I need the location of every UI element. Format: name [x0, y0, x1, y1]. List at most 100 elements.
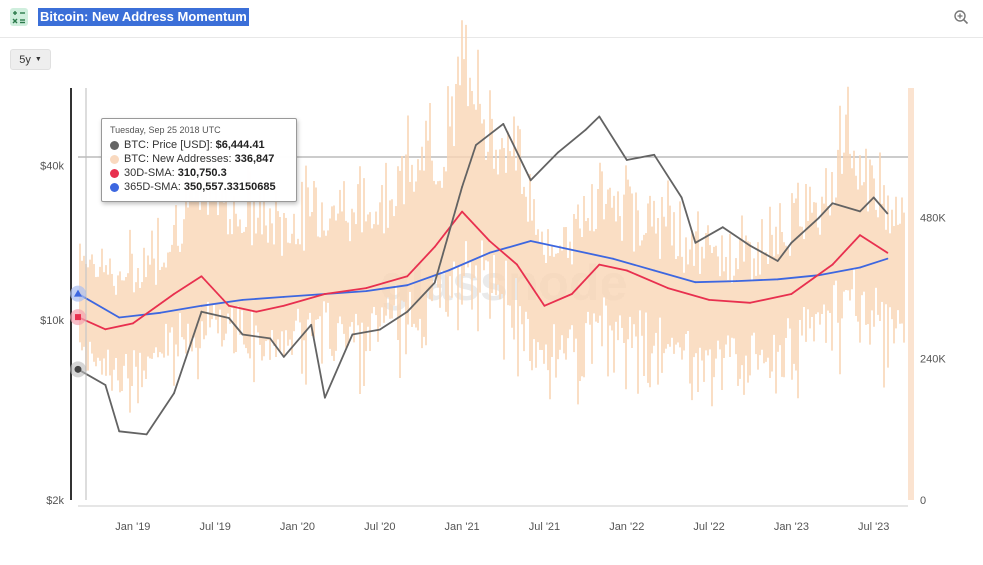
- x-tick-label: Jul '19: [199, 521, 230, 533]
- y-left-tick-label: $40k: [40, 160, 64, 172]
- price-line-point: [817, 217, 820, 219]
- x-tick-label: Jul '22: [693, 521, 724, 533]
- sma30-line-point: [571, 293, 573, 295]
- sma365-line-point: [241, 299, 244, 301]
- chart-header: Bitcoin: New Address Momentum: [0, 0, 983, 38]
- price-line-point: [886, 212, 889, 215]
- sma30-line-point: [488, 240, 491, 242]
- price-line-point: [228, 317, 230, 319]
- sma30-line-point: [200, 275, 203, 278]
- sma30-line-point: [543, 304, 546, 307]
- sma30-line-point: [831, 263, 834, 266]
- price-line-point: [584, 128, 587, 131]
- sma365-line-point: [735, 280, 738, 282]
- sma365-line-point: [200, 304, 203, 307]
- price-line-point: [118, 430, 121, 433]
- x-tick-label: Jan '22: [609, 521, 644, 533]
- sma365-line-point: [571, 249, 573, 251]
- sma30-line-point: [365, 287, 367, 289]
- tooltip-row: BTC: New Addresses: 336,847: [110, 152, 288, 166]
- new-addresses-series: [79, 20, 905, 413]
- sma30-line-point: [859, 234, 861, 237]
- tooltip-label: 365D-SMA:: [124, 181, 181, 193]
- sma30-line-point: [790, 293, 793, 295]
- price-line-point: [173, 392, 175, 395]
- right-axis-bar: [908, 88, 914, 500]
- sma30-line-point: [886, 251, 889, 254]
- sma30-marker-dot: [75, 314, 81, 321]
- sma365-marker-dot: [74, 289, 82, 297]
- sma30-line-point: [228, 304, 230, 307]
- chevron-down-icon: ▼: [34, 56, 42, 63]
- price-line-point: [324, 396, 326, 399]
- price-line-point: [872, 196, 875, 199]
- tooltip-value: 350,557.33150685: [183, 181, 276, 193]
- price-line-point: [529, 179, 532, 182]
- price-line-point: [200, 310, 203, 313]
- price-line-point: [502, 123, 505, 125]
- tooltip-row: 365D-SMA: 350,557.33150685: [110, 180, 288, 194]
- price-line-point: [104, 384, 107, 386]
- y-right-tick-label: 0: [920, 495, 926, 507]
- price-line-point: [406, 310, 409, 313]
- price-line-point: [269, 337, 271, 340]
- sma30-line-point: [625, 269, 628, 272]
- sma365-line-point: [159, 311, 162, 314]
- page-title: Bitcoin: New Address Momentum: [38, 8, 249, 26]
- price-line-point: [625, 159, 628, 161]
- tooltip-value: 336,847: [234, 153, 275, 165]
- x-tick-label: Jan '21: [445, 521, 480, 533]
- sma30-line-point: [324, 293, 326, 295]
- tooltip-value: $6,444.41: [215, 139, 265, 151]
- price-line: [77, 115, 889, 436]
- price-marker-dot: [74, 365, 82, 373]
- price-line-point: [721, 226, 724, 229]
- sma365-line-point: [118, 316, 121, 319]
- range-select-button[interactable]: 5y ▼: [10, 49, 51, 70]
- y-right-tick-label: 480K: [920, 212, 946, 224]
- price-line-point: [557, 151, 560, 154]
- tooltip-label: 30D-SMA:: [124, 167, 175, 179]
- price-line-point: [461, 186, 463, 188]
- sma30-line-point: [598, 263, 601, 266]
- sma30-line-point: [406, 275, 409, 278]
- price-line-point: [241, 333, 244, 336]
- x-tick-label: Jan '23: [774, 521, 809, 533]
- price-line-point: [351, 333, 354, 336]
- tooltip-value: 310,750.3: [177, 167, 227, 179]
- sma30-line-point: [749, 301, 752, 304]
- sma365-line-point: [406, 284, 409, 287]
- sma30-line-point: [433, 246, 436, 248]
- price-line-point: [831, 202, 834, 205]
- price-line-point: [598, 115, 601, 118]
- sma30-line-point: [132, 322, 134, 325]
- price-line-point: [859, 210, 861, 213]
- axis-ticks: Jan '19 Jul '19 Jan '20 Jul '20 Jan '21 Jul '…: [40, 160, 946, 533]
- sma30-line-point: [173, 293, 175, 295]
- sma365-line-point: [859, 266, 861, 269]
- price-line-point: [282, 356, 285, 358]
- sma365-line-point: [488, 251, 491, 254]
- price-line-point: [475, 144, 477, 147]
- tooltip-label: BTC: Price [USD]:: [124, 139, 213, 151]
- zoom-in-icon[interactable]: [953, 9, 969, 25]
- crosshair-markers: [70, 285, 86, 378]
- legend-dot-icon: [110, 154, 119, 164]
- legend-dot-icon: [110, 140, 119, 150]
- price-line-point: [310, 323, 313, 326]
- sma30-line-point: [255, 310, 258, 313]
- sma365-line-point: [365, 290, 367, 292]
- x-tick-label: Jul '23: [858, 521, 889, 533]
- x-tick-label: Jul '20: [364, 521, 395, 533]
- sma365-line-point: [612, 257, 614, 260]
- tooltip-date: Tuesday, Sep 25 2018 UTC: [110, 125, 221, 135]
- price-line-point: [694, 241, 697, 244]
- x-tick-label: Jan '19: [115, 521, 150, 533]
- x-tick-label: Jan '20: [280, 521, 315, 533]
- sma30-line-point: [104, 328, 107, 331]
- tooltip-row: 30D-SMA: 310,750.3: [110, 166, 288, 180]
- sma365-line-point: [776, 278, 779, 281]
- price-line-point: [790, 241, 793, 244]
- price-line-point: [680, 196, 683, 199]
